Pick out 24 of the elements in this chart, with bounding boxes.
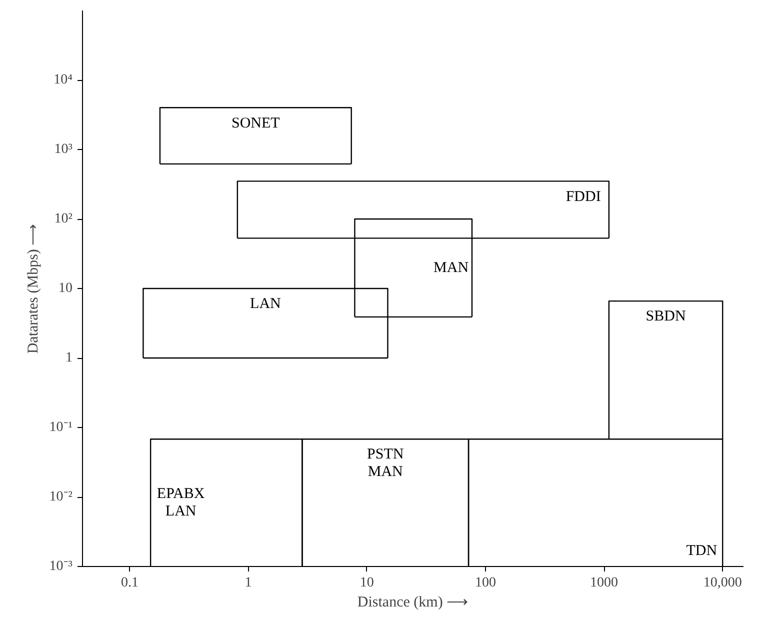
y-tick-label: 10⁻¹ — [49, 420, 73, 435]
x-tick-label: 0.1 — [120, 576, 138, 590]
series-label: FDDI — [566, 188, 601, 205]
x-tick-label: 10 — [360, 576, 374, 590]
x-tick-label: 1 — [244, 576, 252, 590]
x-tick-label: 10,000 — [703, 576, 742, 590]
y-tick-label: 10³ — [54, 142, 73, 157]
series-label: SONET — [231, 115, 280, 132]
y-tick-label: 10⁴ — [54, 72, 73, 88]
y-tick-label: 10⁻² — [49, 490, 73, 504]
x-tick-label: 100 — [474, 576, 496, 590]
series-label: PSTN MAN — [367, 446, 404, 480]
y-axis-title: Datarates (Mbps) ⟶ — [25, 223, 42, 354]
x-tick-label: 1000 — [590, 576, 618, 590]
series-label: LAN — [250, 296, 282, 312]
y-tick-label: 10 — [58, 281, 72, 296]
series-label: MAN — [434, 260, 469, 276]
y-tick-label: 1 — [66, 350, 72, 366]
x-axis-title: Distance (km) ⟶ — [357, 594, 469, 610]
y-tick-label: 10² — [54, 212, 73, 226]
y-tick-label: 10⁻³ — [49, 559, 73, 574]
series-label: EPABX LAN — [156, 486, 205, 520]
series-label: TDN — [686, 542, 718, 559]
series-label: SBDN — [646, 308, 686, 325]
